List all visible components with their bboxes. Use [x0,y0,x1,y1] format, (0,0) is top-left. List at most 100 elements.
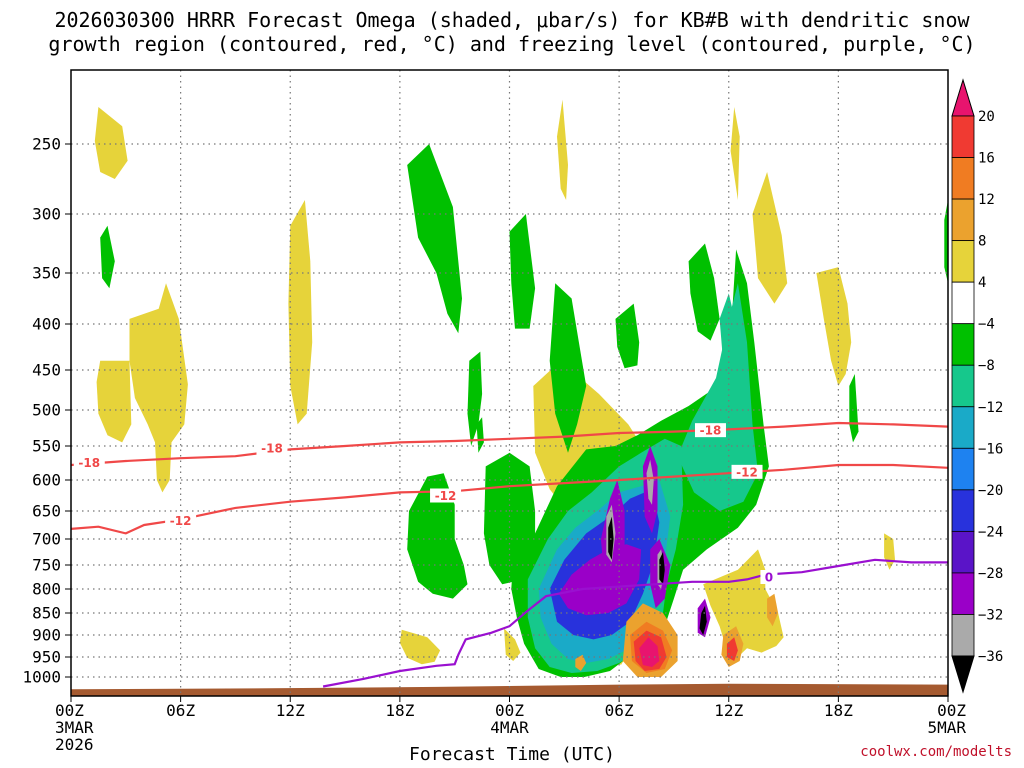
x-tick-date: 5MAR [927,718,966,737]
contour-label: -18 [261,442,283,456]
contour-label: -18 [700,424,722,438]
omega-shade-region [752,172,788,304]
omega-shade-region [615,303,640,369]
contour-label-bg [256,441,288,456]
x-tick-year: 2026 [55,735,94,754]
pressure-axis: 250 300 350 400 450 500 550 600 650 700 750 800 850 9… [22,135,71,687]
colorbar-swatch [951,530,975,574]
omega-shade-region [816,267,852,386]
colorbar-label: −4 [978,317,995,333]
contour-line [71,421,948,467]
contour-label-bg [430,488,462,503]
omega-shading [94,99,948,677]
omega-shade-region [659,552,665,585]
omega-shade-region [849,374,859,443]
plot-background [71,70,948,696]
contour-label-bg [731,464,763,479]
credit-link[interactable]: coolwx.com/modelts [860,744,1012,760]
colorbar-label: −36 [978,649,1003,665]
y-tick-label: 700 [32,530,61,549]
x-tick-label: 00Z [495,701,524,720]
contour-label-bg [694,423,726,438]
omega-shade-region [399,629,441,665]
x-tick-label: 06Z [605,701,634,720]
contour-label: -12 [170,514,192,528]
omega-shade-region [504,628,521,661]
colorbar-label: −32 [978,607,1003,623]
omega-shade-region [94,107,128,179]
colorbar-swatch [951,157,975,200]
colorbar-label: 12 [978,192,995,208]
chart-title-line-2: growth region (contoured, red, °C) and f… [48,32,976,56]
omega-shade-region [407,473,468,599]
omega-shade-region [719,293,742,410]
y-tick-label: 900 [32,626,61,645]
y-tick-label: 450 [32,361,61,380]
contour-labels: -18 -18 -18 -12 -12 -12 0 [73,423,778,585]
contour-label: -12 [435,489,457,503]
contour-label: -18 [78,456,100,470]
y-tick-label: 850 [32,604,61,623]
colorbar-swatch [951,572,975,615]
colorbar-swatch [951,115,975,158]
omega-shade-region [688,243,720,341]
x-tick-label: 18Z [385,701,414,720]
omega-shade-region [476,417,484,453]
colorbar-bottom-arrow [951,655,975,694]
contour-label-bg [73,455,105,470]
y-tick-label: 750 [32,556,61,575]
omega-shade-region [646,459,654,505]
colorbar-swatch [951,489,975,532]
colorbar-swatch [951,447,975,491]
x-axis-label: Forecast Time (UTC) [409,744,615,765]
x-tick-label: 00Z [937,701,966,720]
omega-shade-region [575,654,587,671]
colorbar-swatch [951,240,975,283]
contour-label-bg [165,513,197,528]
colorbar-label: 16 [978,151,995,167]
colorbar-swatch [951,364,975,408]
contour-label-bg [760,570,778,584]
x-tick-label: 12Z [276,701,305,720]
y-tick-label: 600 [32,471,61,490]
colorbar-label: −8 [978,358,995,374]
omega-shade-region [509,214,536,329]
colorbar-swatch [951,198,975,242]
omega-shade-region [288,200,313,425]
y-tick-label: 550 [32,437,61,456]
omega-colorbar: 20 16 12 8 4 −4 −8 −12 −16 −20 −24 −28 −32 −36 [951,78,1003,694]
omega-shade-region [944,200,948,284]
omega-shade-region [96,360,132,443]
colorbar-label: −24 [978,524,1003,540]
contour-line [322,558,948,688]
x-tick-label: 12Z [714,701,743,720]
colorbar-label: 20 [978,109,995,125]
colorbar-swatch [951,406,975,449]
y-tick-label: 250 [32,135,61,154]
colorbar-label: 4 [978,275,986,291]
omega-shade-region [407,144,462,334]
colorbar-swatch [951,323,975,366]
x-tick-date: 3MAR [55,718,94,737]
omega-shade-region [767,593,779,627]
x-tick-date: 4MAR [490,718,529,737]
colorbar-swatch [951,281,975,325]
omega-shade-region [726,637,738,661]
omega-shade-region [639,637,660,667]
y-tick-label: 1000 [22,668,61,687]
y-tick-label: 950 [32,648,61,667]
contour-label: -12 [736,465,758,479]
x-tick-label: 06Z [166,701,195,720]
omega-shade-region [730,107,740,200]
colorbar-label: 8 [978,234,986,250]
y-tick-label: 650 [32,502,61,521]
colorbar-label: −28 [978,566,1003,582]
colorbar-label: −20 [978,483,1003,499]
chart-title-line-1: 2026030300 HRRR Forecast Omega (shaded, … [54,8,970,32]
y-tick-label: 300 [32,205,61,224]
omega-shade-region [608,516,614,560]
omega-shade-region [557,99,568,200]
x-tick-label: 00Z [55,701,84,720]
